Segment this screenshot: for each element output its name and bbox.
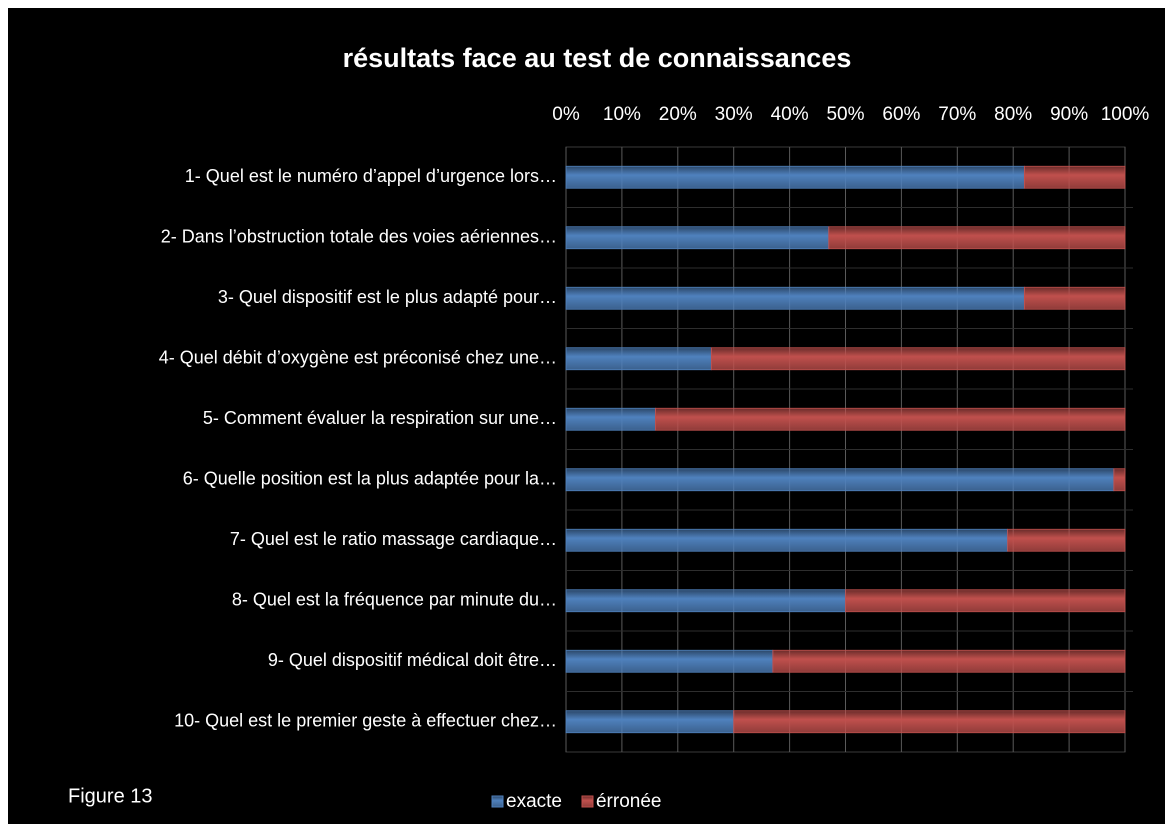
- bar-segment: [733, 710, 1126, 734]
- figure-label: Figure 13: [68, 785, 153, 807]
- bar-segment: [565, 589, 846, 613]
- bar-segment: [565, 468, 1115, 492]
- x-tick-label: 0%: [552, 104, 580, 125]
- x-tick-label: 30%: [715, 104, 753, 125]
- x-tick-label: 20%: [659, 104, 697, 125]
- y-tick-label: 6- Quelle position est la plus adaptée p…: [183, 469, 557, 489]
- bar-segment: [565, 165, 1025, 189]
- bar-segment: [828, 226, 1126, 250]
- y-tick-label: 3- Quel dispositif est le plus adapté po…: [218, 287, 557, 307]
- bar-segment: [1023, 165, 1126, 189]
- bar-segment: [565, 649, 774, 673]
- bar-segment: [565, 528, 1009, 552]
- bar-segment: [565, 407, 656, 431]
- x-tick-label: 40%: [771, 104, 809, 125]
- bar-segment: [565, 226, 830, 250]
- legend-label: érronée: [596, 791, 662, 812]
- y-tick-label: 7- Quel est le ratio massage cardiaque…: [230, 529, 557, 549]
- x-tick-label: 60%: [882, 104, 920, 125]
- y-tick-label: 5- Comment évaluer la respiration sur un…: [203, 408, 557, 428]
- bar-segment: [845, 589, 1126, 613]
- legend-swatch: [491, 795, 504, 808]
- bar-segment: [710, 347, 1126, 371]
- bar-segment: [565, 347, 712, 371]
- x-tick-label: 70%: [938, 104, 976, 125]
- bar-segment: [772, 649, 1126, 673]
- y-tick-label: 2- Dans l’obstruction totale des voies a…: [161, 227, 557, 247]
- chart-title: résultats face au test de connaissances: [343, 43, 852, 73]
- y-tick-label: 4- Quel débit d’oxygène est préconisé ch…: [159, 348, 557, 368]
- x-tick-label: 50%: [826, 104, 864, 125]
- x-tick-label: 10%: [603, 104, 641, 125]
- bar-segment: [655, 407, 1126, 431]
- bar-segment: [565, 710, 735, 734]
- legend-label: exacte: [506, 791, 562, 812]
- y-tick-label: 9- Quel dispositif médical doit être…: [268, 650, 557, 670]
- bar-segment: [565, 286, 1025, 310]
- y-tick-label: 1- Quel est le numéro d’appel d’urgence …: [185, 166, 557, 186]
- bar-segment: [1007, 528, 1126, 552]
- x-tick-label: 100%: [1101, 104, 1150, 125]
- bar-segment: [1023, 286, 1126, 310]
- y-tick-label: 8- Quel est la fréquence par minute du…: [232, 590, 557, 610]
- x-tick-label: 90%: [1050, 104, 1088, 125]
- bar-segment: [1113, 468, 1126, 492]
- legend-swatch: [581, 795, 594, 808]
- y-tick-label: 10- Quel est le premier geste à effectue…: [174, 711, 557, 731]
- x-tick-label: 80%: [994, 104, 1032, 125]
